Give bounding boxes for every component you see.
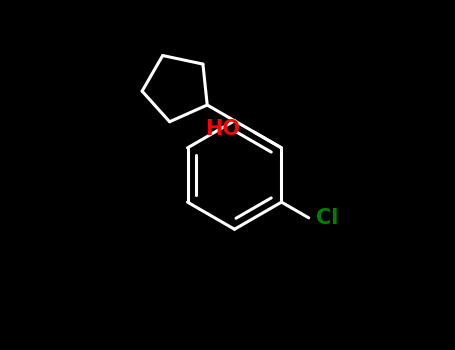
Text: HO: HO [205,119,240,139]
Text: Cl: Cl [316,208,338,228]
